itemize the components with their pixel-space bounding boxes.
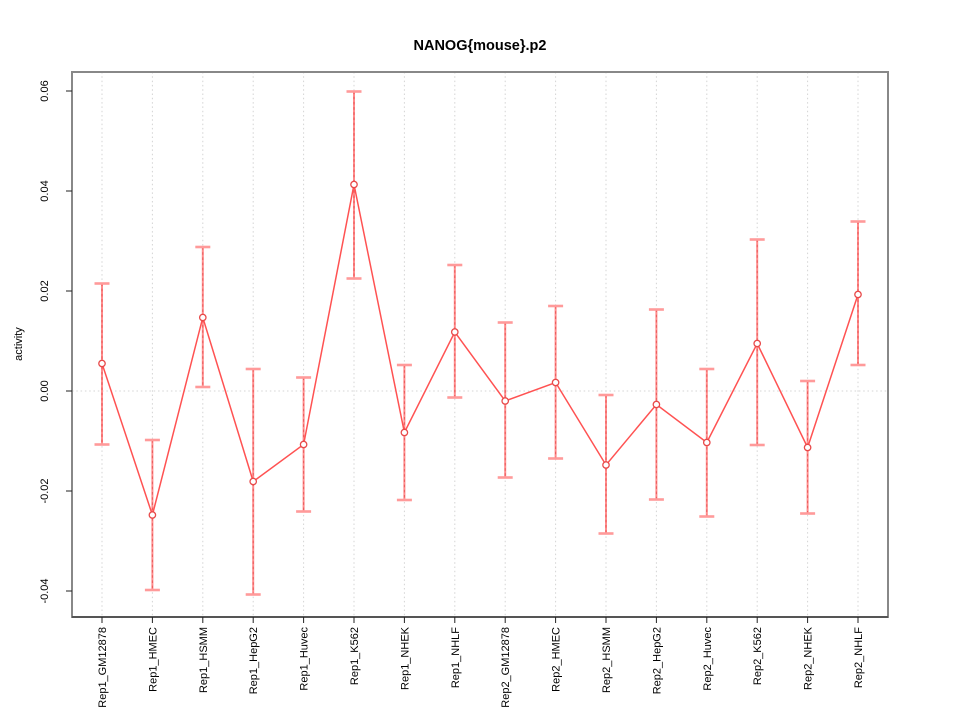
data-point-marker	[753, 339, 762, 348]
data-point-marker	[854, 290, 862, 299]
y-tick-label: 0.04	[39, 180, 51, 201]
y-axis-label: activity	[13, 327, 25, 361]
x-tick-label: Rep2_HMEC	[551, 627, 563, 692]
x-tick-label: Rep1_HMEC	[147, 627, 159, 692]
x-tick-label: Rep2_HSMM	[601, 627, 613, 693]
x-tick-label: Rep2_K562	[752, 627, 764, 685]
data-point-marker	[148, 511, 157, 519]
y-tick-label: -0.02	[39, 478, 51, 503]
x-tick-label: Rep2_NHEK	[803, 626, 815, 690]
grid-layer	[72, 72, 888, 617]
data-point-marker	[450, 328, 459, 336]
data-point-marker	[551, 378, 560, 387]
data-point-marker	[652, 400, 661, 409]
x-tick-label: Rep1_HSMM	[198, 627, 210, 693]
data-point-marker	[249, 477, 258, 486]
x-tick-label: Rep1_HepG2	[248, 627, 260, 694]
data-point-marker	[803, 443, 812, 452]
x-tick-label: Rep2_NHLF	[853, 627, 865, 688]
data-point-marker	[350, 180, 358, 189]
x-tick-label: Rep2_HepG2	[651, 627, 663, 694]
chart-title: NANOG{mouse}.p2	[414, 38, 547, 54]
axes-layer: 0.06 0.04 0.02 0.00 -0.02 -0.04 Rep1_GM12878 Re…	[39, 80, 865, 707]
data-point-marker	[198, 313, 207, 322]
data-point-marker	[98, 359, 106, 368]
data-point-marker	[702, 438, 711, 447]
x-tick-label: Rep1_NHEK	[399, 626, 411, 690]
x-tick-label: Rep2_Huvec	[702, 627, 714, 691]
plot-frame	[71, 71, 889, 618]
y-tick-label: 0.02	[39, 280, 51, 301]
x-tick-label: Rep1_NHLF	[450, 627, 462, 688]
data-point-marker	[602, 461, 610, 469]
y-tick-label: 0.06	[39, 80, 51, 101]
data-point-marker	[299, 440, 308, 449]
series-polyline	[101, 184, 859, 518]
x-tick-label: Rep1_Huvec	[299, 627, 311, 691]
series-layer	[98, 180, 862, 519]
x-tick-label: Rep1_GM12878	[97, 627, 109, 708]
y-tick-label: 0.00	[39, 380, 51, 401]
frame-layer	[71, 71, 889, 618]
y-tick-label: -0.04	[39, 578, 51, 603]
x-tick-label: Rep1_K562	[349, 627, 361, 685]
data-point-marker	[501, 397, 510, 405]
data-point-marker	[400, 428, 409, 437]
x-tick-label: Rep2_GM12878	[500, 627, 512, 708]
